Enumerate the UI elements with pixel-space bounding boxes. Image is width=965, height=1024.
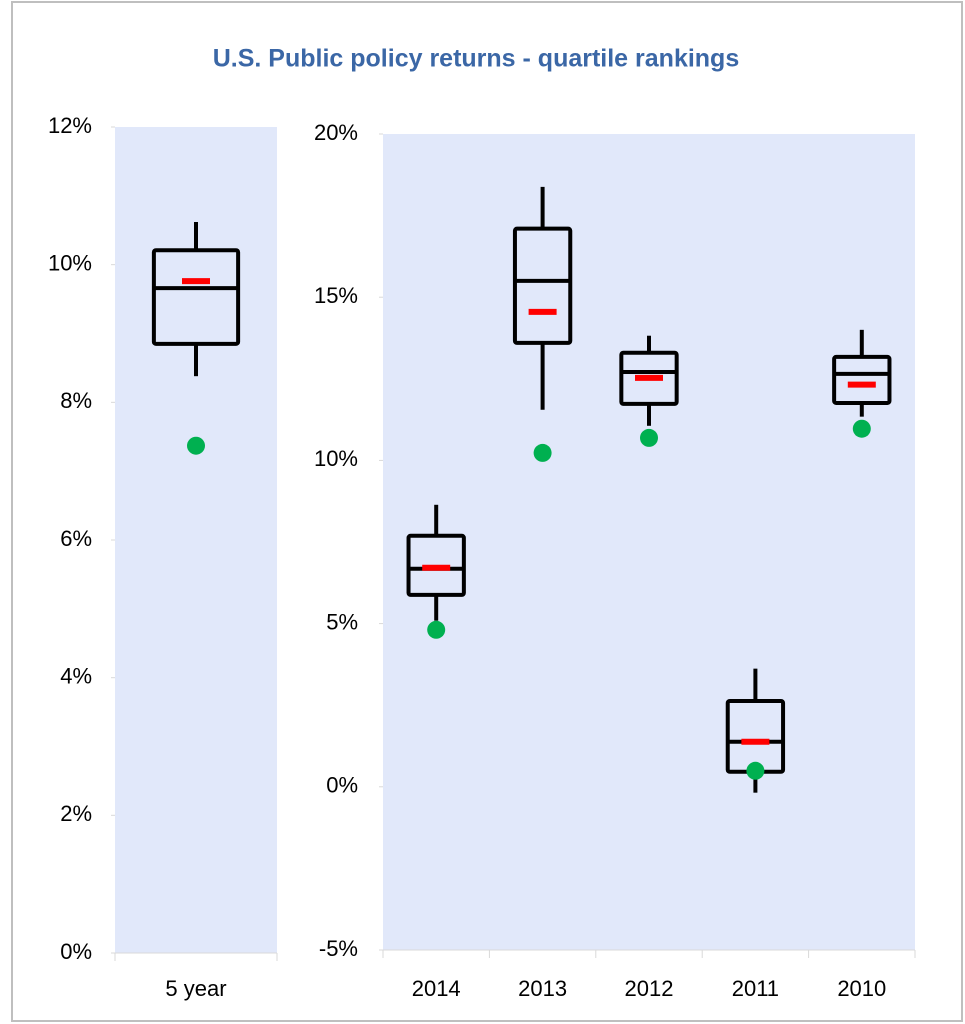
y-tick-label: 10% xyxy=(314,446,358,471)
box xyxy=(619,350,679,406)
plot-area xyxy=(115,127,277,953)
y-tick-label: -5% xyxy=(319,936,358,961)
point xyxy=(533,443,552,462)
y-tick-label: 20% xyxy=(314,120,358,145)
plot-area xyxy=(383,134,915,950)
y-tick-label: 5% xyxy=(326,609,358,634)
y-tick-label: 8% xyxy=(60,388,92,413)
y-tick-label: 15% xyxy=(314,283,358,308)
box xyxy=(832,354,892,405)
y-tick-label: 0% xyxy=(326,773,358,798)
point xyxy=(852,419,871,438)
point xyxy=(187,436,205,455)
point xyxy=(746,761,765,780)
y-tick-label: 12% xyxy=(48,113,92,138)
point xyxy=(427,620,446,639)
y-tick-label: 10% xyxy=(48,250,92,275)
chart-title: U.S. Public policy returns - quartile ra… xyxy=(213,45,740,73)
x-tick-label: 2011 xyxy=(732,976,779,1001)
box xyxy=(151,248,241,346)
x-tick-label: 5 year xyxy=(165,976,226,1001)
x-tick-label: 2014 xyxy=(412,976,461,1001)
box xyxy=(512,226,573,345)
y-tick-label: 4% xyxy=(60,663,92,688)
box xyxy=(406,533,466,597)
x-tick-label: 2010 xyxy=(837,976,886,1001)
point xyxy=(640,428,658,447)
y-tick-label: 0% xyxy=(60,939,92,964)
y-tick-label: 6% xyxy=(60,526,92,551)
x-tick-label: 2013 xyxy=(518,976,567,1001)
x-tick-label: 2012 xyxy=(625,976,674,1001)
y-tick-label: 2% xyxy=(60,801,92,826)
